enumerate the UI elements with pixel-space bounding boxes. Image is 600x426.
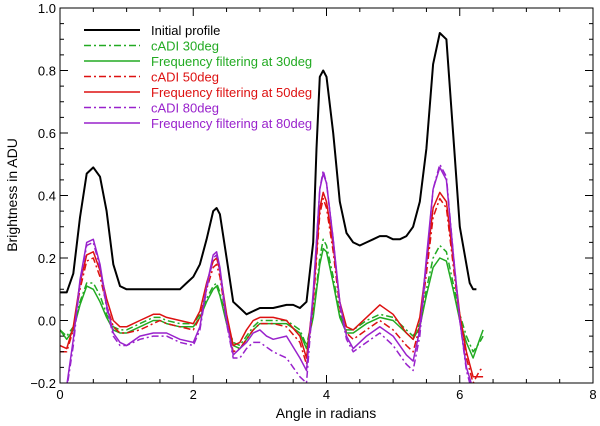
- series-line-4: [60, 191, 484, 378]
- x-axis-title: Angle in radians: [276, 405, 376, 421]
- y-tick-label: −0.2: [30, 376, 56, 391]
- ticks-layer: 0 2 4 6 8 −0.2 0.0 0.2 0.4 0.6 0.8 1.0: [30, 1, 596, 402]
- legend-label: Frequency filtering at 30deg: [151, 54, 312, 69]
- x-tick-label: 6: [456, 387, 463, 402]
- y-tick-label: 0.6: [38, 126, 56, 141]
- y-tick-label: 1.0: [38, 1, 56, 16]
- legend-label: cADI 50deg: [151, 70, 219, 85]
- legend-label: cADI 80deg: [151, 101, 219, 116]
- series-line-6: [60, 166, 472, 383]
- series-line-1: [60, 238, 484, 353]
- series-line-2: [60, 247, 484, 359]
- series-line-5: [66, 163, 471, 383]
- legend-label: Frequency filtering at 50deg: [151, 85, 312, 100]
- x-tick-label: 2: [190, 387, 197, 402]
- y-tick-label: 0.0: [38, 314, 56, 329]
- y-tick-label: 0.8: [38, 64, 56, 79]
- legend-label: Initial profile: [151, 23, 220, 38]
- y-axis-title: Brightness in ADU: [4, 138, 20, 252]
- series-line-3: [60, 197, 484, 383]
- y-tick-label: 0.4: [38, 189, 56, 204]
- series-layer: [60, 32, 484, 383]
- legend-label: Frequency filtering at 80deg: [151, 116, 312, 131]
- y-tick-label: 0.2: [38, 251, 56, 266]
- x-tick-label: 8: [589, 387, 596, 402]
- x-tick-label: 0: [56, 387, 63, 402]
- x-tick-label: 4: [323, 387, 330, 402]
- legend-label: cADI 30deg: [151, 39, 219, 54]
- series-line-0: [60, 32, 477, 316]
